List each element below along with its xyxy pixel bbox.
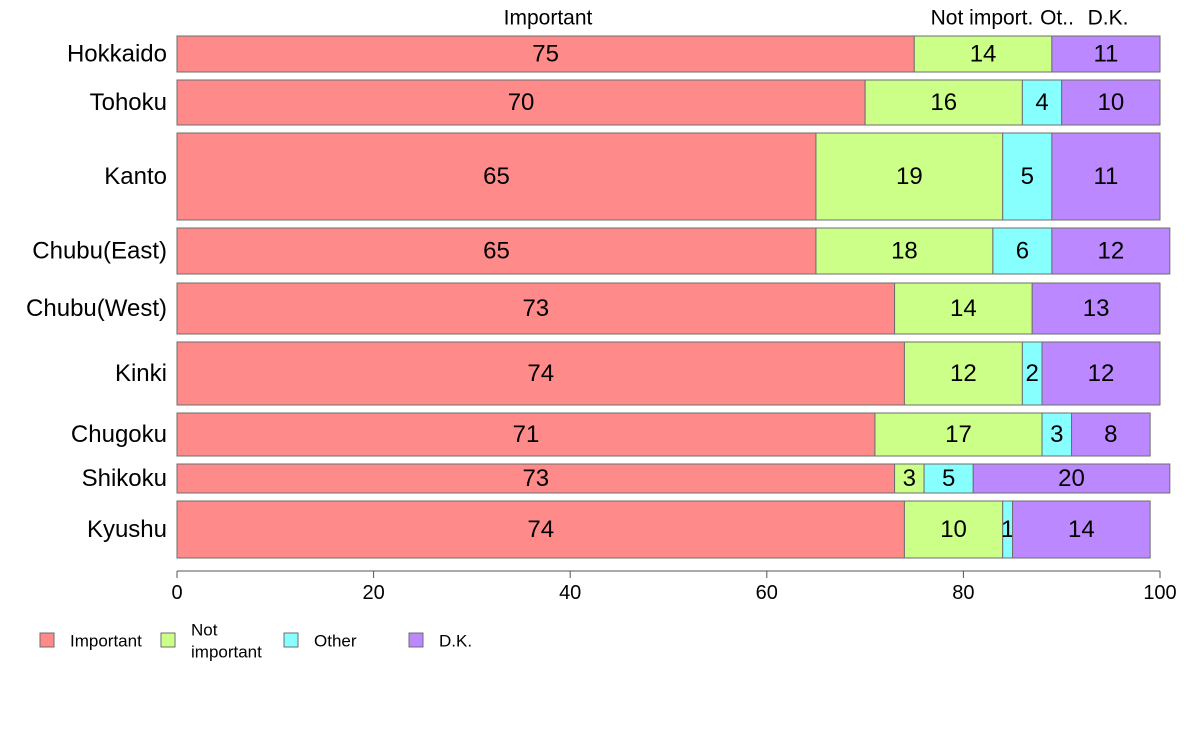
bar-segment [1041, 412, 1073, 457]
data-label: 13 [1083, 295, 1110, 322]
bar-segment [972, 463, 1171, 494]
bar-segment [1061, 79, 1161, 126]
legend-swatch [283, 632, 299, 648]
data-label: 12 [1097, 238, 1124, 265]
data-label: 20 [1058, 465, 1085, 492]
x-tick-label: 20 [362, 582, 384, 604]
bar-segment [176, 282, 896, 335]
bar-segment [1051, 227, 1171, 275]
bar-segment [1071, 412, 1151, 457]
category-label: Tohoku [90, 89, 167, 116]
bar-segment [1051, 35, 1161, 73]
column-header: Not import. [931, 7, 1034, 30]
data-label: 75 [532, 41, 559, 68]
legend-label: Not [191, 621, 218, 640]
legend-swatch [160, 632, 176, 648]
legend-swatch [39, 632, 55, 648]
data-label: 3 [903, 465, 916, 492]
data-label: 74 [527, 360, 554, 387]
bar-segment [176, 463, 896, 494]
x-tick-label: 0 [171, 582, 182, 604]
bar-segment [176, 412, 876, 457]
column-header: D.K. [1088, 7, 1129, 30]
x-tick-label: 80 [952, 582, 974, 604]
data-label: 5 [1021, 163, 1034, 190]
bar-segment [176, 132, 817, 221]
data-label: 14 [1068, 516, 1095, 543]
x-tick-label: 100 [1143, 582, 1176, 604]
category-label: Chubu(West) [26, 295, 167, 322]
data-label: 73 [522, 465, 549, 492]
legend-swatch [408, 632, 424, 648]
bar-segment [176, 341, 905, 406]
legend-label: Important [70, 632, 142, 651]
bar-segment [1002, 132, 1053, 221]
data-label: 12 [950, 360, 977, 387]
data-label: 19 [896, 163, 923, 190]
legend-label: Other [314, 632, 357, 651]
data-label: 11 [1093, 163, 1118, 190]
data-label: 5 [942, 465, 955, 492]
column-header: Ot.. [1040, 7, 1074, 30]
category-label: Hokkaido [67, 41, 167, 68]
bar-segment [913, 35, 1053, 73]
data-label: 2 [1026, 360, 1039, 387]
data-label: 14 [970, 41, 997, 68]
legend-label: important [191, 643, 262, 662]
bar-segment [1051, 132, 1161, 221]
data-label: 70 [508, 89, 535, 116]
category-label: Shikoku [82, 465, 167, 492]
data-label: 74 [527, 516, 554, 543]
data-label: 71 [513, 421, 540, 448]
data-label: 65 [483, 238, 510, 265]
column-header: Important [504, 7, 593, 30]
bar-segment [815, 132, 1004, 221]
category-label: Kyushu [87, 516, 167, 543]
category-label: Chugoku [71, 421, 167, 448]
data-label: 18 [891, 238, 918, 265]
bar-segment [1041, 341, 1161, 406]
category-label: Chubu(East) [32, 238, 167, 265]
data-label: 10 [940, 516, 967, 543]
data-label: 65 [483, 163, 510, 190]
bar-segment [1012, 500, 1151, 559]
bar-segment [176, 227, 817, 275]
bar-segment [1021, 79, 1063, 126]
bar-segment [864, 79, 1023, 126]
bar-segment [176, 79, 866, 126]
bar-segment [874, 412, 1043, 457]
data-label: 12 [1088, 360, 1115, 387]
bar-segment [894, 282, 1033, 335]
bar-segment [1031, 282, 1161, 335]
category-label: Kinki [115, 360, 167, 387]
data-label: 3 [1050, 421, 1063, 448]
data-label: 14 [950, 295, 977, 322]
data-label: 10 [1097, 89, 1124, 116]
data-label: 16 [930, 89, 957, 116]
data-label: 6 [1016, 238, 1029, 265]
data-label: 4 [1035, 89, 1048, 116]
bar-segment [903, 500, 1004, 559]
data-label: 8 [1104, 421, 1117, 448]
bar-segment [992, 227, 1053, 275]
data-label: 73 [522, 295, 549, 322]
legend-label: D.K. [439, 632, 472, 651]
bar-segment [176, 35, 915, 73]
bar-segment [176, 500, 905, 559]
data-label: 11 [1093, 41, 1118, 68]
x-tick-label: 40 [559, 582, 581, 604]
data-label: 17 [945, 421, 972, 448]
bar-segment [903, 341, 1023, 406]
x-tick-label: 60 [756, 582, 778, 604]
data-label: 1 [1001, 516, 1014, 543]
category-label: Kanto [104, 163, 167, 190]
bar-segment [815, 227, 994, 275]
